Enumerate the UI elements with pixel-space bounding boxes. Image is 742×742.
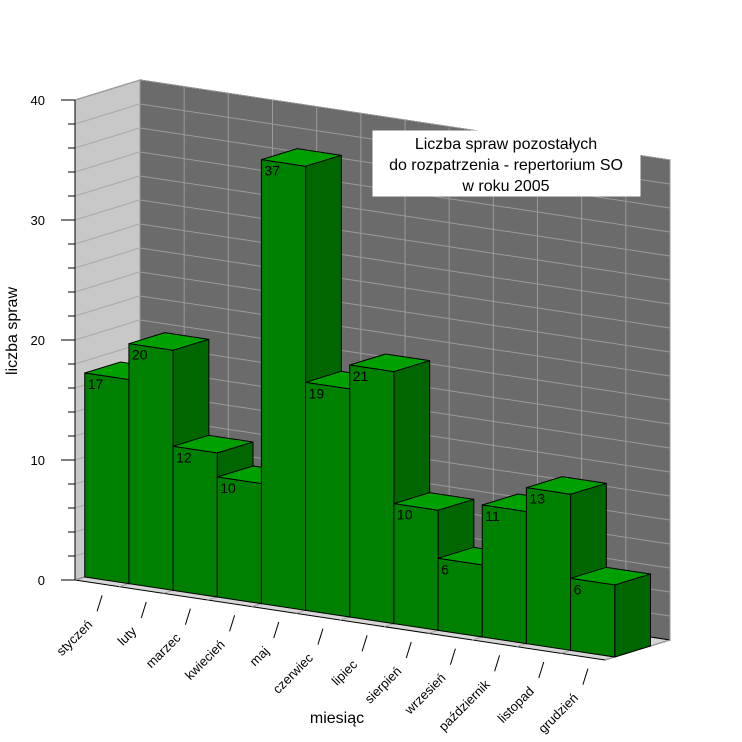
y-tick-label: 10 xyxy=(31,453,45,468)
bar-value-label: 37 xyxy=(264,163,280,179)
chart-title-line-1: Liczba spraw pozostałych xyxy=(415,136,597,153)
x-tick-label: luty xyxy=(114,623,139,648)
x-tick xyxy=(229,615,236,632)
bar-side xyxy=(614,573,651,658)
x-tick xyxy=(494,655,501,672)
y-tick-label: 20 xyxy=(31,333,45,348)
x-tick-label: wrzesień xyxy=(401,670,449,718)
back-wall-horizontal-gridline xyxy=(139,295,671,377)
bar-value-label: 19 xyxy=(309,385,325,401)
bar xyxy=(84,372,130,585)
side-wall-horizontal-gridline xyxy=(74,175,141,197)
x-tick xyxy=(582,668,589,685)
bar xyxy=(393,503,439,631)
x-tick xyxy=(184,608,191,625)
bar xyxy=(481,504,527,645)
bar xyxy=(349,364,395,625)
bar-value-label: 6 xyxy=(441,561,449,577)
x-tick xyxy=(405,641,412,659)
bar xyxy=(525,487,572,651)
side-wall-horizontal-gridline xyxy=(74,319,141,341)
side-wall-horizontal-gridline xyxy=(74,247,141,269)
x-tick xyxy=(96,595,103,612)
bar-value-label: 20 xyxy=(132,347,148,363)
side-wall-horizontal-gridline xyxy=(74,127,141,149)
x-tick xyxy=(140,601,147,619)
bar-value-label: 17 xyxy=(88,376,104,392)
bar-value-label: 11 xyxy=(485,508,500,524)
x-tick xyxy=(317,628,324,645)
bar-value-label: 6 xyxy=(574,581,582,597)
x-tick-label: lipiec xyxy=(329,656,361,688)
x-tick-label: październik xyxy=(436,677,493,734)
bar xyxy=(570,577,616,658)
side-wall-horizontal-gridline xyxy=(74,199,141,221)
y-tick-label: 40 xyxy=(31,93,45,108)
back-wall-horizontal-gridline xyxy=(139,223,671,305)
side-wall-horizontal-gridline xyxy=(74,223,141,245)
bar xyxy=(305,381,351,618)
bar xyxy=(216,476,262,605)
x-tick-label: listopad xyxy=(495,684,537,726)
chart-title-background xyxy=(372,130,641,197)
side-wall-horizontal-gridline xyxy=(74,103,141,125)
side-wall-horizontal-gridline xyxy=(74,151,141,173)
y-tick-label: 0 xyxy=(38,573,45,588)
bar xyxy=(172,445,218,598)
y-axis-title: liczba spraw xyxy=(4,287,21,375)
chart-bars: 17 20 12 10 37 19 21 10 6 11 13 6 xyxy=(84,148,651,658)
bar-value-label: 21 xyxy=(353,368,369,384)
bar-value-label: 12 xyxy=(176,449,192,465)
x-tick-label: maj xyxy=(246,643,271,668)
bar-value-label: 13 xyxy=(529,491,545,507)
side-wall-horizontal-gridline xyxy=(74,295,141,317)
x-tick xyxy=(273,621,280,639)
back-wall-horizontal-gridline xyxy=(139,271,671,353)
bar-value-label: 10 xyxy=(220,480,236,496)
x-tick-label: kwiecień xyxy=(182,637,228,683)
side-wall-horizontal-gridline xyxy=(74,271,141,293)
back-wall-horizontal-gridline xyxy=(139,175,671,257)
x-tick-label: sierpień xyxy=(362,664,405,707)
x-tick-label: marzec xyxy=(143,630,184,671)
back-wall-horizontal-gridline xyxy=(139,247,671,329)
x-tick xyxy=(449,648,456,665)
y-tick-label: 30 xyxy=(31,213,45,228)
chart-title-line-2: do rozpatrzenia - repertorium SO xyxy=(389,157,623,174)
x-axis-title: miesiąc xyxy=(310,710,364,727)
chart-title-box: Liczba spraw pozostałych do rozpatrzenia… xyxy=(372,130,641,197)
back-wall-horizontal-gridline xyxy=(139,199,671,281)
x-tick xyxy=(361,635,368,652)
x-tick-label: styczeń xyxy=(53,617,95,659)
x-tick-label: grudzień xyxy=(535,690,581,736)
side-wall-horizontal-gridline xyxy=(74,79,141,101)
bar xyxy=(260,159,307,611)
bar xyxy=(128,343,174,591)
chart-title-line-3: w roku 2005 xyxy=(461,178,549,195)
x-tick-label: czerwiec xyxy=(270,650,317,697)
bar-value-label: 10 xyxy=(397,507,413,523)
x-tick xyxy=(538,661,545,679)
bar-grudzień: 6 xyxy=(570,566,651,658)
